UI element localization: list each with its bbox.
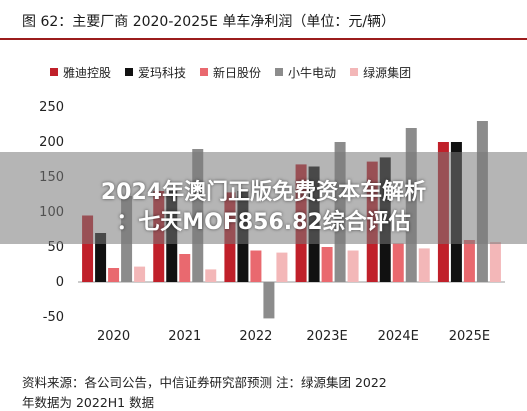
- x-tick-label: 2023E: [306, 329, 347, 344]
- bar: [418, 248, 430, 282]
- figure-title-bar: 图 62：主要厂商 2020-2025E 单车净利润（单位：元/辆）: [0, 0, 527, 40]
- bar: [134, 266, 146, 282]
- bar: [82, 215, 94, 282]
- legend-swatch: [275, 68, 284, 76]
- source-note-line-2: 年数据为 2022H1 数据: [22, 395, 155, 410]
- legend-label: 雅迪控股: [63, 65, 112, 80]
- x-tick-label: 2022: [239, 329, 272, 344]
- x-tick-label: 2024E: [378, 329, 419, 344]
- legend-swatch: [350, 68, 359, 76]
- legend-swatch: [200, 68, 209, 76]
- y-tick-label: -50: [43, 310, 64, 325]
- bar: [205, 269, 217, 282]
- legend-item: 雅迪控股: [50, 64, 111, 81]
- bar: [263, 282, 275, 319]
- source-note: 资料来源：各公司公告，中信证券研究部预测 注：绿源集团 2022: [22, 375, 387, 390]
- legend-swatch: [125, 68, 134, 76]
- y-tick-label: 200: [39, 135, 64, 150]
- bar: [392, 243, 404, 282]
- y-tick-label: 250: [39, 100, 64, 115]
- bar: [95, 233, 107, 282]
- bar: [321, 247, 333, 282]
- legend-label: 新日股份: [213, 65, 262, 80]
- x-tick-label: 2025E: [449, 329, 490, 344]
- y-tick-label: 0: [56, 275, 64, 290]
- bar: [489, 242, 501, 282]
- bar: [463, 240, 475, 282]
- legend-label: 绿源集团: [363, 65, 412, 80]
- watermark-line-1: 2024年澳门正版免费资本车解析: [100, 180, 427, 205]
- legend-label: 小牛电动: [288, 65, 337, 80]
- chart-legend: 雅迪控股 爱玛科技 新日股份 小牛电动 绿源集团: [50, 62, 520, 82]
- legend-swatch: [50, 68, 58, 76]
- figure-title: 图 62：主要厂商 2020-2025E 单车净利润（单位：元/辆）: [22, 14, 396, 30]
- legend-label: 爱玛科技: [138, 65, 187, 80]
- legend-item: 小牛电动: [275, 64, 336, 81]
- watermark-overlay: 2024年澳门正版免费资本车解析 ：七天MOF856.82综合评估: [0, 152, 527, 244]
- bar: [108, 268, 120, 282]
- bar: [276, 252, 288, 282]
- legend-item: 新日股份: [200, 64, 261, 81]
- legend-item: 绿源集团: [350, 64, 411, 81]
- watermark-line-2: ：七天MOF856.82综合评估: [116, 210, 411, 235]
- x-tick-label: 2020: [97, 329, 130, 344]
- bar: [250, 250, 262, 282]
- legend-item: 爱玛科技: [125, 64, 186, 81]
- x-tick-label: 2021: [168, 329, 201, 344]
- bar: [347, 250, 359, 282]
- bar: [179, 254, 191, 282]
